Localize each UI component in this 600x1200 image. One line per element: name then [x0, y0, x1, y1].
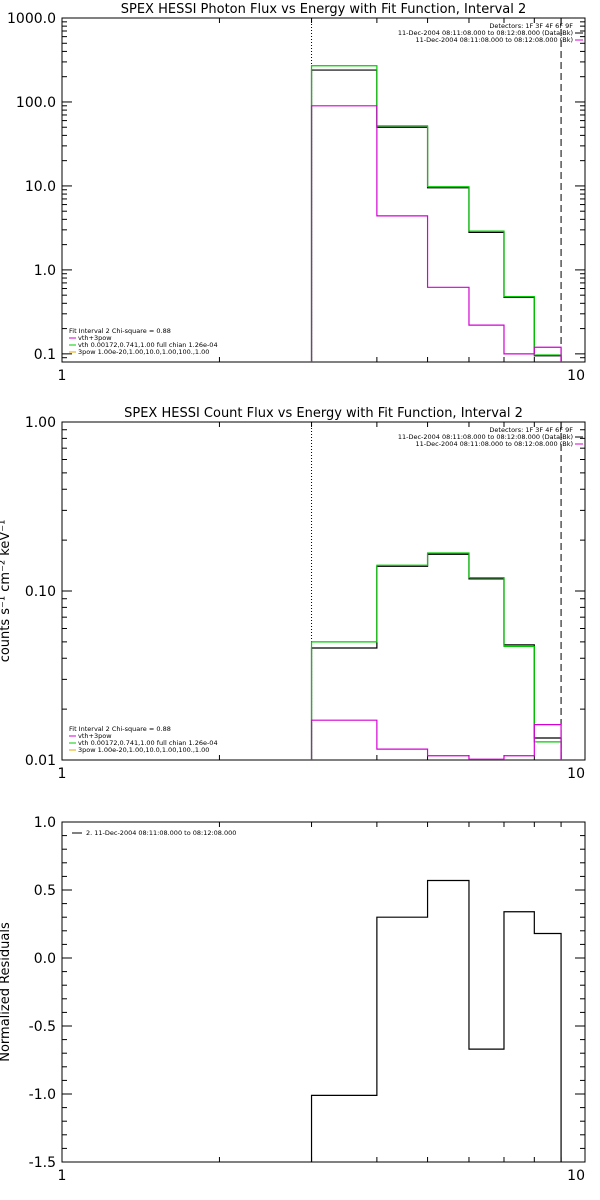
- info-line: 11-Dec-2004 08:11:08.000 to 08:12:08.000…: [416, 440, 574, 448]
- y-tick-label: 0.10: [25, 584, 56, 600]
- y-tick-label: 0.1: [34, 347, 56, 363]
- y-tick-label: 1.0: [34, 815, 56, 831]
- y-axis-label: counts s⁻¹ cm⁻² keV⁻¹: [0, 520, 13, 663]
- y-axis-label: Normalized Residuals: [0, 922, 13, 1062]
- legend-entry: vth+3pow: [78, 334, 112, 342]
- chart-panel-2: SPEX HESSI Count Flux vs Energy with Fit…: [0, 406, 586, 782]
- x-tick-label: 10: [567, 766, 585, 782]
- x-tick-label: 1: [58, 766, 67, 782]
- plot-frame: [61, 821, 586, 1163]
- y-tick-label: 1000.0: [7, 11, 56, 27]
- y-tick-label: 100.0: [16, 95, 56, 111]
- legend-entry: 3pow 1.00e-20,1.00,10.0,1.00,100.,1.00: [78, 348, 209, 356]
- x-tick-label: 1: [58, 1168, 67, 1184]
- series-vth: [310, 65, 562, 362]
- legend-entry: vth 0.00172,0.741,1.00 full chian 1.26e-…: [78, 739, 218, 747]
- info-line: 11-Dec-2004 08:11:08.000 to 08:12:08.000…: [398, 29, 573, 37]
- y-tick-label: 0.01: [25, 753, 56, 769]
- legend-entry: Fit Interval 2 Chi-square = 0.88: [69, 327, 171, 335]
- x-tick-label: 10: [567, 1168, 585, 1184]
- legend-entry: 2. 11-Dec-2004 08:11:08.000 to 08:12:08.…: [86, 829, 236, 837]
- info-line: 11-Dec-2004 08:11:08.000 to 08:12:08.000…: [416, 36, 574, 44]
- legend-entry: vth 0.00172,0.741,1.00 full chian 1.26e-…: [78, 341, 218, 349]
- y-tick-label: 1.0: [34, 263, 56, 279]
- legend-entry: Fit Interval 2 Chi-square = 0.88: [69, 725, 171, 733]
- y-tick-label: 10.0: [25, 179, 56, 195]
- y-tick-label: -0.5: [29, 1019, 56, 1035]
- y-tick-label: 0.0: [34, 951, 56, 967]
- chart-panel-3: Normalized Residuals 1 10 -1.5 -1.0 -0.5 0.0 0.…: [0, 815, 586, 1184]
- chart-panel-1: SPEX HESSI Photon Flux vs Energy with Fi…: [7, 2, 586, 384]
- y-tick-label: -1.5: [29, 1155, 56, 1171]
- x-tick-label: 1: [58, 368, 67, 384]
- series-data-bk: [310, 553, 562, 760]
- y-tick-label: 0.5: [34, 883, 56, 899]
- series-bk: [310, 105, 562, 362]
- legend-entry: vth+3pow: [78, 732, 112, 740]
- chart-title: SPEX HESSI Count Flux vs Energy with Fit…: [124, 406, 523, 421]
- plot-frame: [61, 421, 586, 761]
- info-line: Detectors: 1F 3F 4F 6F 9F: [489, 426, 573, 434]
- series-bk: [310, 719, 562, 760]
- y-tick-label: 1.00: [25, 415, 56, 431]
- y-tick-label: -1.0: [29, 1087, 56, 1103]
- series-vth: [310, 552, 562, 760]
- x-tick-label: 10: [567, 368, 585, 384]
- chart-title: SPEX HESSI Photon Flux vs Energy with Fi…: [121, 2, 527, 17]
- info-line: Detectors: 1F 3F 4F 6F 9F: [489, 22, 573, 30]
- info-line: 11-Dec-2004 08:11:08.000 to 08:12:08.000…: [398, 433, 573, 441]
- series-residuals: [310, 879, 562, 1162]
- series-data-bk: [310, 69, 562, 362]
- legend-entry: 3pow 1.00e-20,1.00,10.0,1.00,100.,1.00: [78, 746, 209, 754]
